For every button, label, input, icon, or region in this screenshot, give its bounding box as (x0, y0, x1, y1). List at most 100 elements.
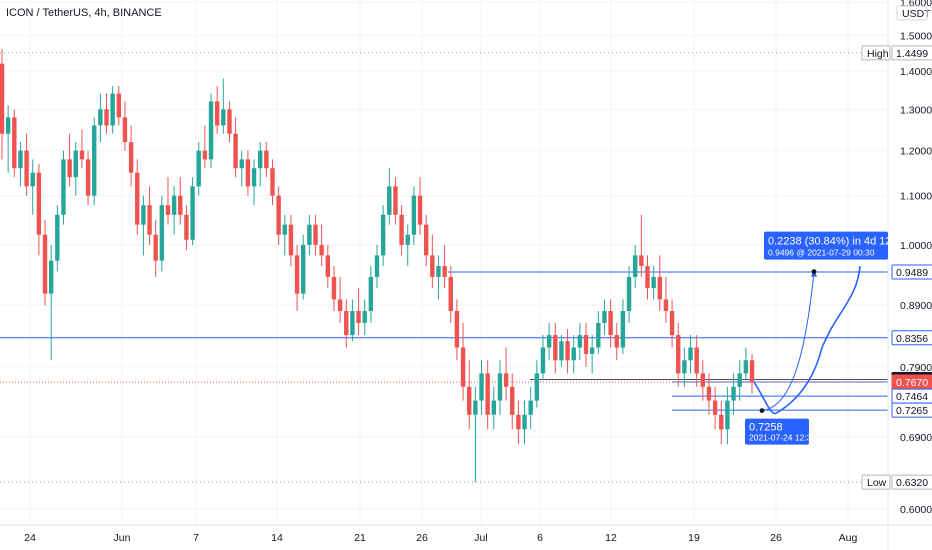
candle[interactable] (522, 400, 527, 445)
candle[interactable] (743, 347, 749, 381)
candle[interactable] (565, 328, 570, 374)
candle[interactable] (454, 299, 460, 361)
candle[interactable] (245, 150, 251, 196)
candle[interactable] (288, 214, 294, 267)
candle[interactable] (694, 335, 699, 387)
candle[interactable] (55, 205, 60, 272)
candle[interactable] (221, 78, 226, 134)
candle[interactable] (362, 299, 367, 336)
candle[interactable] (719, 400, 724, 445)
candle[interactable] (589, 335, 595, 374)
candle[interactable] (257, 142, 263, 187)
candle[interactable] (645, 255, 650, 300)
candle[interactable] (393, 177, 398, 225)
candle[interactable] (190, 177, 195, 245)
candle[interactable] (387, 168, 392, 225)
candle[interactable] (356, 288, 361, 336)
candle[interactable] (540, 335, 546, 381)
candle[interactable] (239, 150, 244, 187)
candle[interactable] (301, 234, 306, 300)
candle[interactable] (448, 266, 453, 323)
candle[interactable] (669, 299, 675, 348)
price-tag[interactable]: 0.6320 Low (861, 474, 932, 490)
candle[interactable] (171, 186, 177, 235)
candle[interactable] (651, 266, 656, 300)
candle[interactable] (368, 266, 374, 323)
candle[interactable] (706, 373, 712, 415)
candle[interactable] (251, 159, 257, 206)
candle[interactable] (417, 177, 423, 235)
candle[interactable] (116, 85, 122, 126)
candle[interactable] (264, 142, 269, 178)
candle[interactable] (534, 360, 540, 408)
candle[interactable] (749, 353, 755, 394)
candle[interactable] (467, 360, 472, 430)
candle[interactable] (85, 150, 91, 206)
candle[interactable] (153, 219, 158, 277)
projection-path[interactable] (753, 265, 861, 415)
candle[interactable] (178, 177, 183, 225)
candle[interactable] (98, 93, 103, 143)
candle[interactable] (731, 373, 736, 415)
candle[interactable] (331, 266, 337, 312)
candle[interactable] (42, 219, 48, 306)
measure-path[interactable] (761, 271, 815, 412)
candle[interactable] (516, 400, 521, 445)
candle[interactable] (430, 234, 435, 289)
price-tag[interactable]: 0.8356 (891, 330, 932, 346)
candle[interactable] (48, 244, 54, 361)
candle[interactable] (423, 214, 429, 267)
candle[interactable] (528, 386, 533, 430)
candle[interactable] (374, 244, 380, 289)
candle[interactable] (24, 133, 29, 196)
candle[interactable] (657, 255, 662, 312)
candle[interactable] (184, 205, 189, 251)
candle[interactable] (30, 159, 35, 215)
candle[interactable] (313, 214, 318, 256)
candle[interactable] (270, 159, 275, 206)
candle[interactable] (737, 360, 742, 401)
candle[interactable] (294, 244, 300, 312)
candle[interactable] (380, 205, 386, 267)
candle[interactable] (79, 129, 85, 169)
candle[interactable] (128, 125, 134, 187)
price-tag[interactable]: 0.9489 (891, 264, 932, 280)
candle[interactable] (135, 159, 140, 235)
candle[interactable] (337, 276, 343, 323)
candle[interactable] (479, 360, 484, 415)
candle[interactable] (663, 276, 669, 323)
candle[interactable] (712, 386, 718, 430)
candle[interactable] (411, 186, 417, 245)
candle[interactable] (319, 224, 324, 267)
candle[interactable] (399, 205, 404, 256)
candle[interactable] (214, 85, 220, 134)
candle[interactable] (503, 347, 509, 401)
candle[interactable] (700, 360, 706, 401)
candle[interactable] (276, 186, 281, 245)
candle[interactable] (473, 386, 478, 483)
candle[interactable] (5, 105, 11, 173)
candle[interactable] (442, 244, 447, 289)
candle[interactable] (436, 255, 441, 300)
candle[interactable] (165, 177, 171, 225)
candle[interactable] (159, 195, 165, 272)
candle[interactable] (688, 335, 693, 374)
candle[interactable] (510, 373, 515, 430)
candle[interactable] (571, 335, 576, 374)
candle[interactable] (104, 93, 109, 134)
candle[interactable] (583, 322, 589, 367)
low-point-marker[interactable] (759, 408, 765, 414)
candle[interactable] (18, 142, 23, 187)
candle[interactable] (682, 347, 687, 387)
candle[interactable] (202, 125, 208, 169)
candle[interactable] (208, 93, 214, 169)
candle[interactable] (632, 244, 638, 289)
candle[interactable] (141, 195, 146, 256)
target-point-marker[interactable] (811, 269, 817, 275)
candle[interactable] (350, 299, 355, 342)
candle[interactable] (620, 299, 626, 354)
candle[interactable] (196, 142, 201, 196)
